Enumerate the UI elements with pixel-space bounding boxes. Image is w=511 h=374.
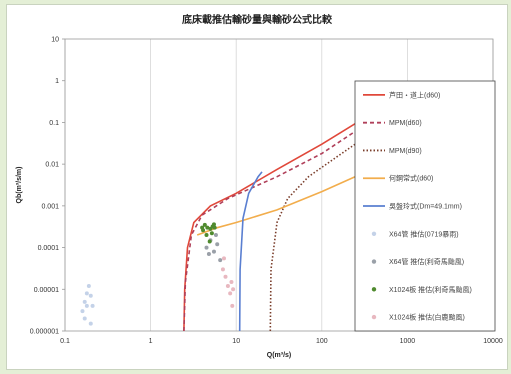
data-point — [223, 274, 228, 279]
x-tick-label: 1 — [149, 338, 153, 345]
x-tick-label: 10 — [232, 338, 240, 345]
legend-entry-label: MPM(d60) — [389, 120, 422, 127]
x-tick-label: 100 — [316, 338, 328, 345]
data-point — [231, 287, 236, 292]
data-point — [215, 242, 220, 247]
data-point — [220, 267, 225, 272]
data-point — [80, 309, 85, 314]
data-point — [229, 279, 234, 284]
data-point — [204, 245, 209, 250]
y-axis-label: Qb(m³/s/m) — [16, 167, 23, 204]
series-1 — [183, 113, 374, 332]
chart-frame: 底床載推估輸砂量與輸砂公式比較 0.1 1 10 100 1000 10000 10 1 0.1… — [6, 4, 508, 370]
series-7 — [204, 233, 223, 263]
series-line — [183, 119, 374, 332]
legend-entry-label: 何鋼常式(d60) — [389, 174, 433, 183]
legend-entry-label: 吳盤玲式(Dm=49.1mm) — [389, 202, 462, 211]
data-point — [207, 239, 212, 244]
y-tick-label: 0.00001 — [34, 287, 59, 294]
series-layer — [80, 113, 379, 332]
legend: 芦田・道上(d60) MPM(d60) MPM(d90) 何鋼常式(d60) 吳盤玲式(… — [354, 80, 496, 332]
legend-swatch-marker — [371, 287, 377, 292]
legend-entry-label: MPM(d90) — [389, 148, 422, 155]
data-point — [201, 228, 206, 233]
data-point — [206, 252, 211, 257]
data-point — [82, 299, 87, 304]
data-point — [204, 233, 209, 238]
data-point — [86, 283, 91, 288]
data-point — [211, 249, 216, 254]
legend-entry-label: X64管 推估(0719暴雨) — [389, 229, 459, 238]
x-axis-label: Q(m³/s) — [267, 352, 292, 359]
y-tick-label: 1 — [55, 78, 59, 85]
data-point — [84, 291, 89, 296]
legend-entry-label: 芦田・道上(d60) — [389, 90, 440, 99]
data-point — [230, 303, 235, 308]
y-tick-label: 0.001 — [41, 203, 59, 210]
y-tick-label: 0.1 — [49, 120, 59, 127]
data-point — [221, 256, 226, 261]
data-point — [84, 303, 89, 308]
data-point — [88, 321, 93, 326]
legend-swatch-marker — [371, 314, 377, 320]
y-tick-label: 0.01 — [45, 162, 59, 169]
data-point — [218, 258, 223, 263]
data-point — [211, 222, 216, 227]
data-point — [205, 225, 210, 230]
legend-entry-label: X64管 推估(利奇馬颱風) — [389, 257, 464, 266]
chart-title: 底床載推估輸砂量與輸砂公式比較 — [182, 13, 333, 26]
data-point — [225, 283, 230, 288]
series-2 — [183, 119, 374, 332]
series-line — [183, 113, 374, 332]
x-tick-label: 0.1 — [60, 338, 70, 345]
series-5 — [238, 171, 263, 332]
x-tick-label: 1000 — [400, 338, 416, 345]
chart-svg: 底床載推估輸砂量與輸砂公式比較 0.1 1 10 100 1000 100001010.1… — [16, 13, 503, 359]
data-point — [209, 231, 214, 236]
data-point — [212, 225, 217, 230]
x-tick-label: 10000 — [483, 338, 503, 345]
y-tick-label: 0.0001 — [38, 245, 60, 252]
legend-entry-label: X1024板 推估(利奇馬颱風) — [389, 285, 472, 294]
series-8 — [200, 222, 217, 244]
data-point — [82, 316, 87, 321]
tick-layer: 0.1 1 10 100 1000 10000 10 1 0.1 0.01 0.001 0.0001 0… — [30, 37, 503, 346]
data-point — [202, 222, 207, 227]
legend-swatch-marker — [371, 231, 377, 236]
y-tick-label: 0.000001 — [30, 329, 59, 336]
series-line — [238, 171, 263, 332]
legend-entry-label: X1024板 推估(白鹿颱風) — [389, 313, 465, 322]
series-6 — [80, 283, 95, 326]
legend-swatch-marker — [371, 259, 377, 264]
series-9 — [220, 256, 236, 308]
y-tick-label: 10 — [51, 37, 59, 44]
data-point — [213, 233, 218, 238]
data-point — [90, 303, 95, 308]
data-point — [228, 291, 233, 296]
data-point — [88, 293, 93, 298]
